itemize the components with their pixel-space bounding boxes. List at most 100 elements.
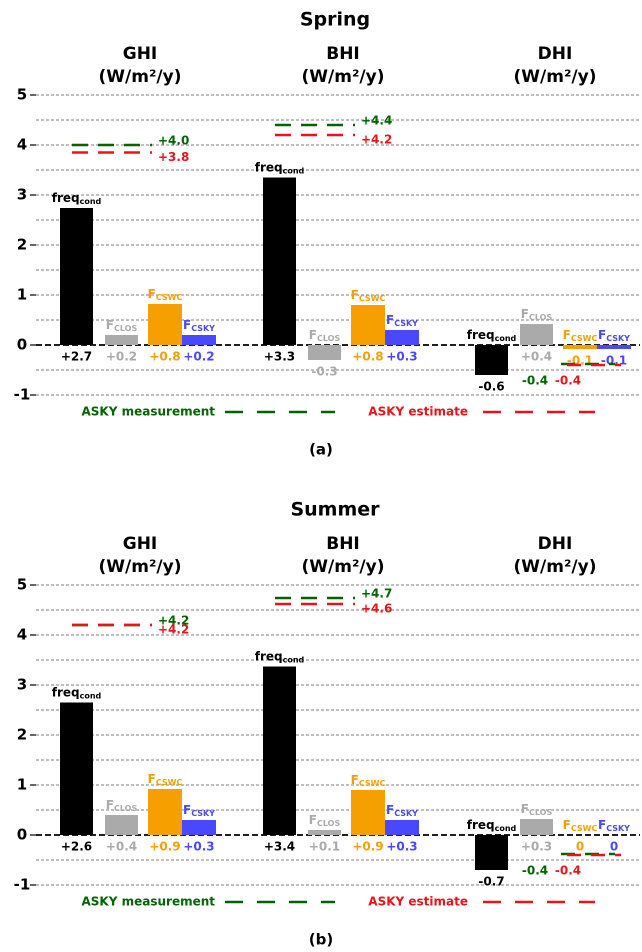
bar <box>597 345 631 349</box>
bar <box>475 345 508 375</box>
category-label: FCSKY <box>386 313 418 328</box>
category-subscript: CSKY <box>606 824 630 833</box>
category-label: freqcond <box>255 649 305 664</box>
bar <box>182 820 216 835</box>
y-tick-label: 5 <box>17 576 27 594</box>
measurement-label: +4.2 <box>158 614 189 628</box>
category-main: F <box>521 307 529 321</box>
category-subscript: cond <box>495 824 517 833</box>
category-subscript: CSWC <box>359 294 386 303</box>
bar <box>263 177 296 345</box>
bar <box>385 820 419 835</box>
measurement-label: +4.0 <box>158 134 189 148</box>
category-label: freqcond <box>467 328 517 343</box>
value-label: +0.3 <box>521 840 552 854</box>
bar <box>148 789 182 835</box>
legend-label: ASKY estimate <box>368 895 468 909</box>
category-subscript: CSKY <box>394 809 418 818</box>
category-label: FCLOS <box>309 328 341 343</box>
y-tick-label: 1 <box>17 776 27 794</box>
category-main: F <box>106 318 114 332</box>
category-subscript: CSKY <box>394 319 418 328</box>
category-main: F <box>386 803 394 817</box>
bar <box>520 324 553 345</box>
category-main: freq <box>52 191 80 205</box>
category-subscript: CSKY <box>606 334 630 343</box>
category-label: FCSKY <box>183 318 215 333</box>
category-subscript: cond <box>283 166 305 175</box>
bar <box>520 819 553 835</box>
bar <box>351 790 385 835</box>
panel-title: BHI <box>326 534 360 554</box>
y-tick-label: 2 <box>17 236 27 254</box>
y-tick-label: 3 <box>17 676 27 694</box>
panel-unit: (W/m²/y) <box>514 67 597 87</box>
category-subscript: CSWC <box>156 293 183 302</box>
category-label: freqcond <box>52 191 102 206</box>
category-subscript: CLOS <box>114 804 137 813</box>
panel-unit: (W/m²/y) <box>99 557 182 577</box>
category-subscript: CLOS <box>114 324 137 333</box>
bar <box>263 666 296 835</box>
value-label: +3.4 <box>264 840 295 854</box>
value-label: +0.4 <box>106 840 137 854</box>
value-label: +3.3 <box>264 350 295 364</box>
measurement-label: +4.7 <box>361 587 392 601</box>
value-label: 0 <box>610 840 618 854</box>
bar <box>148 304 182 345</box>
bar <box>308 830 341 835</box>
category-label: FCSWC <box>351 773 386 788</box>
value-label: 0 <box>576 840 584 854</box>
value-label: +0.4 <box>521 350 552 364</box>
category-main: F <box>148 287 156 301</box>
category-main: F <box>106 798 114 812</box>
y-tick-label: 1 <box>17 286 27 304</box>
panel-unit: (W/m²/y) <box>99 67 182 87</box>
category-label: freqcond <box>255 160 305 175</box>
category-main: freq <box>467 818 495 832</box>
y-tick-label: 3 <box>17 186 27 204</box>
category-subscript: CSWC <box>571 334 598 343</box>
category-main: F <box>351 288 359 302</box>
measurement-label: -0.4 <box>522 374 548 388</box>
category-subscript: CSWC <box>359 779 386 788</box>
value-label: +0.8 <box>352 350 383 364</box>
category-main: F <box>183 803 191 817</box>
category-label: FCLOS <box>106 318 138 333</box>
value-label: +0.1 <box>309 840 340 854</box>
legend-label: ASKY measurement <box>82 405 216 419</box>
category-main: freq <box>467 328 495 342</box>
category-label: FCLOS <box>521 802 553 817</box>
estimate-label: -0.4 <box>555 864 581 878</box>
category-subscript: cond <box>283 655 305 664</box>
category-subscript: CSKY <box>191 809 215 818</box>
estimate-label: +4.6 <box>361 602 392 616</box>
y-tick-label: 4 <box>17 626 27 644</box>
category-main: freq <box>52 685 80 699</box>
category-main: F <box>598 328 606 342</box>
category-label: freqcond <box>467 818 517 833</box>
category-subscript: cond <box>80 691 102 700</box>
value-label: +0.9 <box>352 840 383 854</box>
category-main: F <box>351 773 359 787</box>
value-label: +0.3 <box>386 350 417 364</box>
category-subscript: CSWC <box>571 824 598 833</box>
bar <box>385 330 419 345</box>
category-subscript: CLOS <box>317 819 340 828</box>
category-label: freqcond <box>52 685 102 700</box>
y-tick-label: -1 <box>14 876 31 894</box>
chart-title: Spring <box>300 9 370 31</box>
category-main: freq <box>255 160 283 174</box>
category-label: FCSKY <box>183 803 215 818</box>
value-label: +0.2 <box>183 350 214 364</box>
estimate-label: +3.8 <box>158 150 189 164</box>
panel-unit: (W/m²/y) <box>514 557 597 577</box>
y-tick-label: -1 <box>14 386 31 404</box>
category-label: FCSWC <box>563 818 598 833</box>
bar <box>60 702 93 835</box>
estimate-label: +4.2 <box>361 133 392 147</box>
legend-label: ASKY estimate <box>368 405 468 419</box>
y-tick-label: 2 <box>17 726 27 744</box>
